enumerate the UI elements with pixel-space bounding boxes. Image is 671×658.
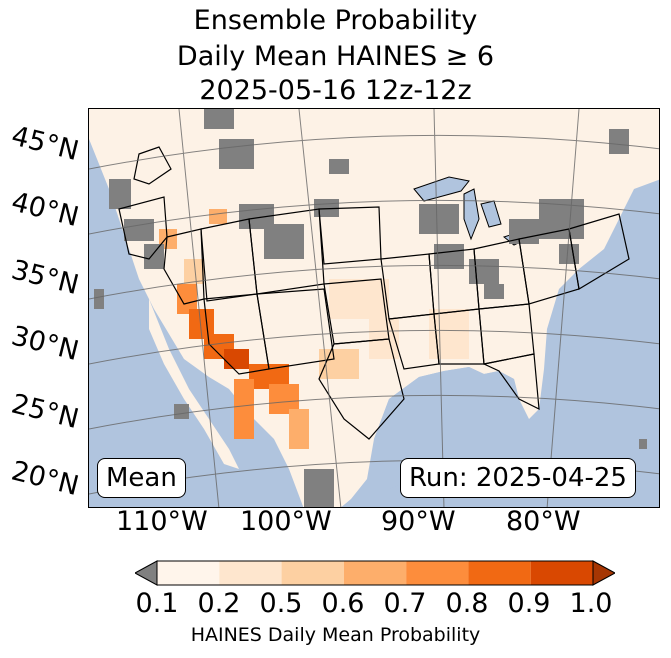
lat-label-20: 20°N (8, 455, 82, 503)
lon-label-90: 90°W (381, 506, 456, 537)
colorbar-segment-3 (343, 561, 407, 585)
lat-label-40: 40°N (8, 186, 82, 234)
run-date-box: Run: 2025-04-25 (400, 458, 636, 498)
colorbar-segment-5 (468, 561, 531, 585)
colorbar-over-arrow (592, 560, 615, 586)
land-baja (149, 299, 239, 469)
colorbar-segment-1 (219, 561, 282, 585)
title-line-3: 2025-05-16 12z-12z (199, 75, 472, 106)
great-lakes (413, 176, 567, 246)
cb-tick-0: 0.1 (135, 588, 179, 619)
colorbar-segment-0 (157, 561, 220, 585)
lat-label-35: 35°N (8, 254, 82, 302)
lon-label-110: 110°W (116, 506, 208, 537)
title-line-1: Ensemble Probability (193, 5, 478, 36)
colorbar-segment-4 (406, 561, 469, 585)
lat-label-45: 45°N (8, 120, 82, 168)
colorbar-segment-2 (281, 561, 344, 585)
lon-label-80: 80°W (506, 506, 581, 537)
cb-tick-1: 0.2 (197, 588, 241, 619)
title-line-2: Daily Mean HAINES ≥ 6 (176, 41, 495, 72)
colorbar-under-arrow (135, 560, 158, 586)
cb-tick-7: 1.0 (569, 588, 613, 619)
cb-tick-2: 0.5 (259, 588, 303, 619)
cb-tick-6: 0.9 (507, 588, 551, 619)
map-panel (88, 108, 660, 508)
colorbar-outline (156, 560, 594, 586)
state-boundaries (118, 146, 630, 440)
colorbar (135, 560, 615, 586)
lat-label-30: 30°N (8, 320, 82, 368)
cb-tick-3: 0.6 (321, 588, 365, 619)
missing-data-patches (94, 109, 647, 507)
cb-tick-4: 0.7 (383, 588, 427, 619)
cb-tick-5: 0.8 (445, 588, 489, 619)
stat-label-box: Mean (97, 458, 186, 498)
colorbar-segment-6 (530, 561, 593, 585)
lon-label-100: 100°W (240, 506, 332, 537)
colorbar-label: HAINES Daily Mean Probability (190, 624, 481, 646)
lat-label-25: 25°N (8, 388, 82, 436)
map-canvas (89, 109, 659, 507)
